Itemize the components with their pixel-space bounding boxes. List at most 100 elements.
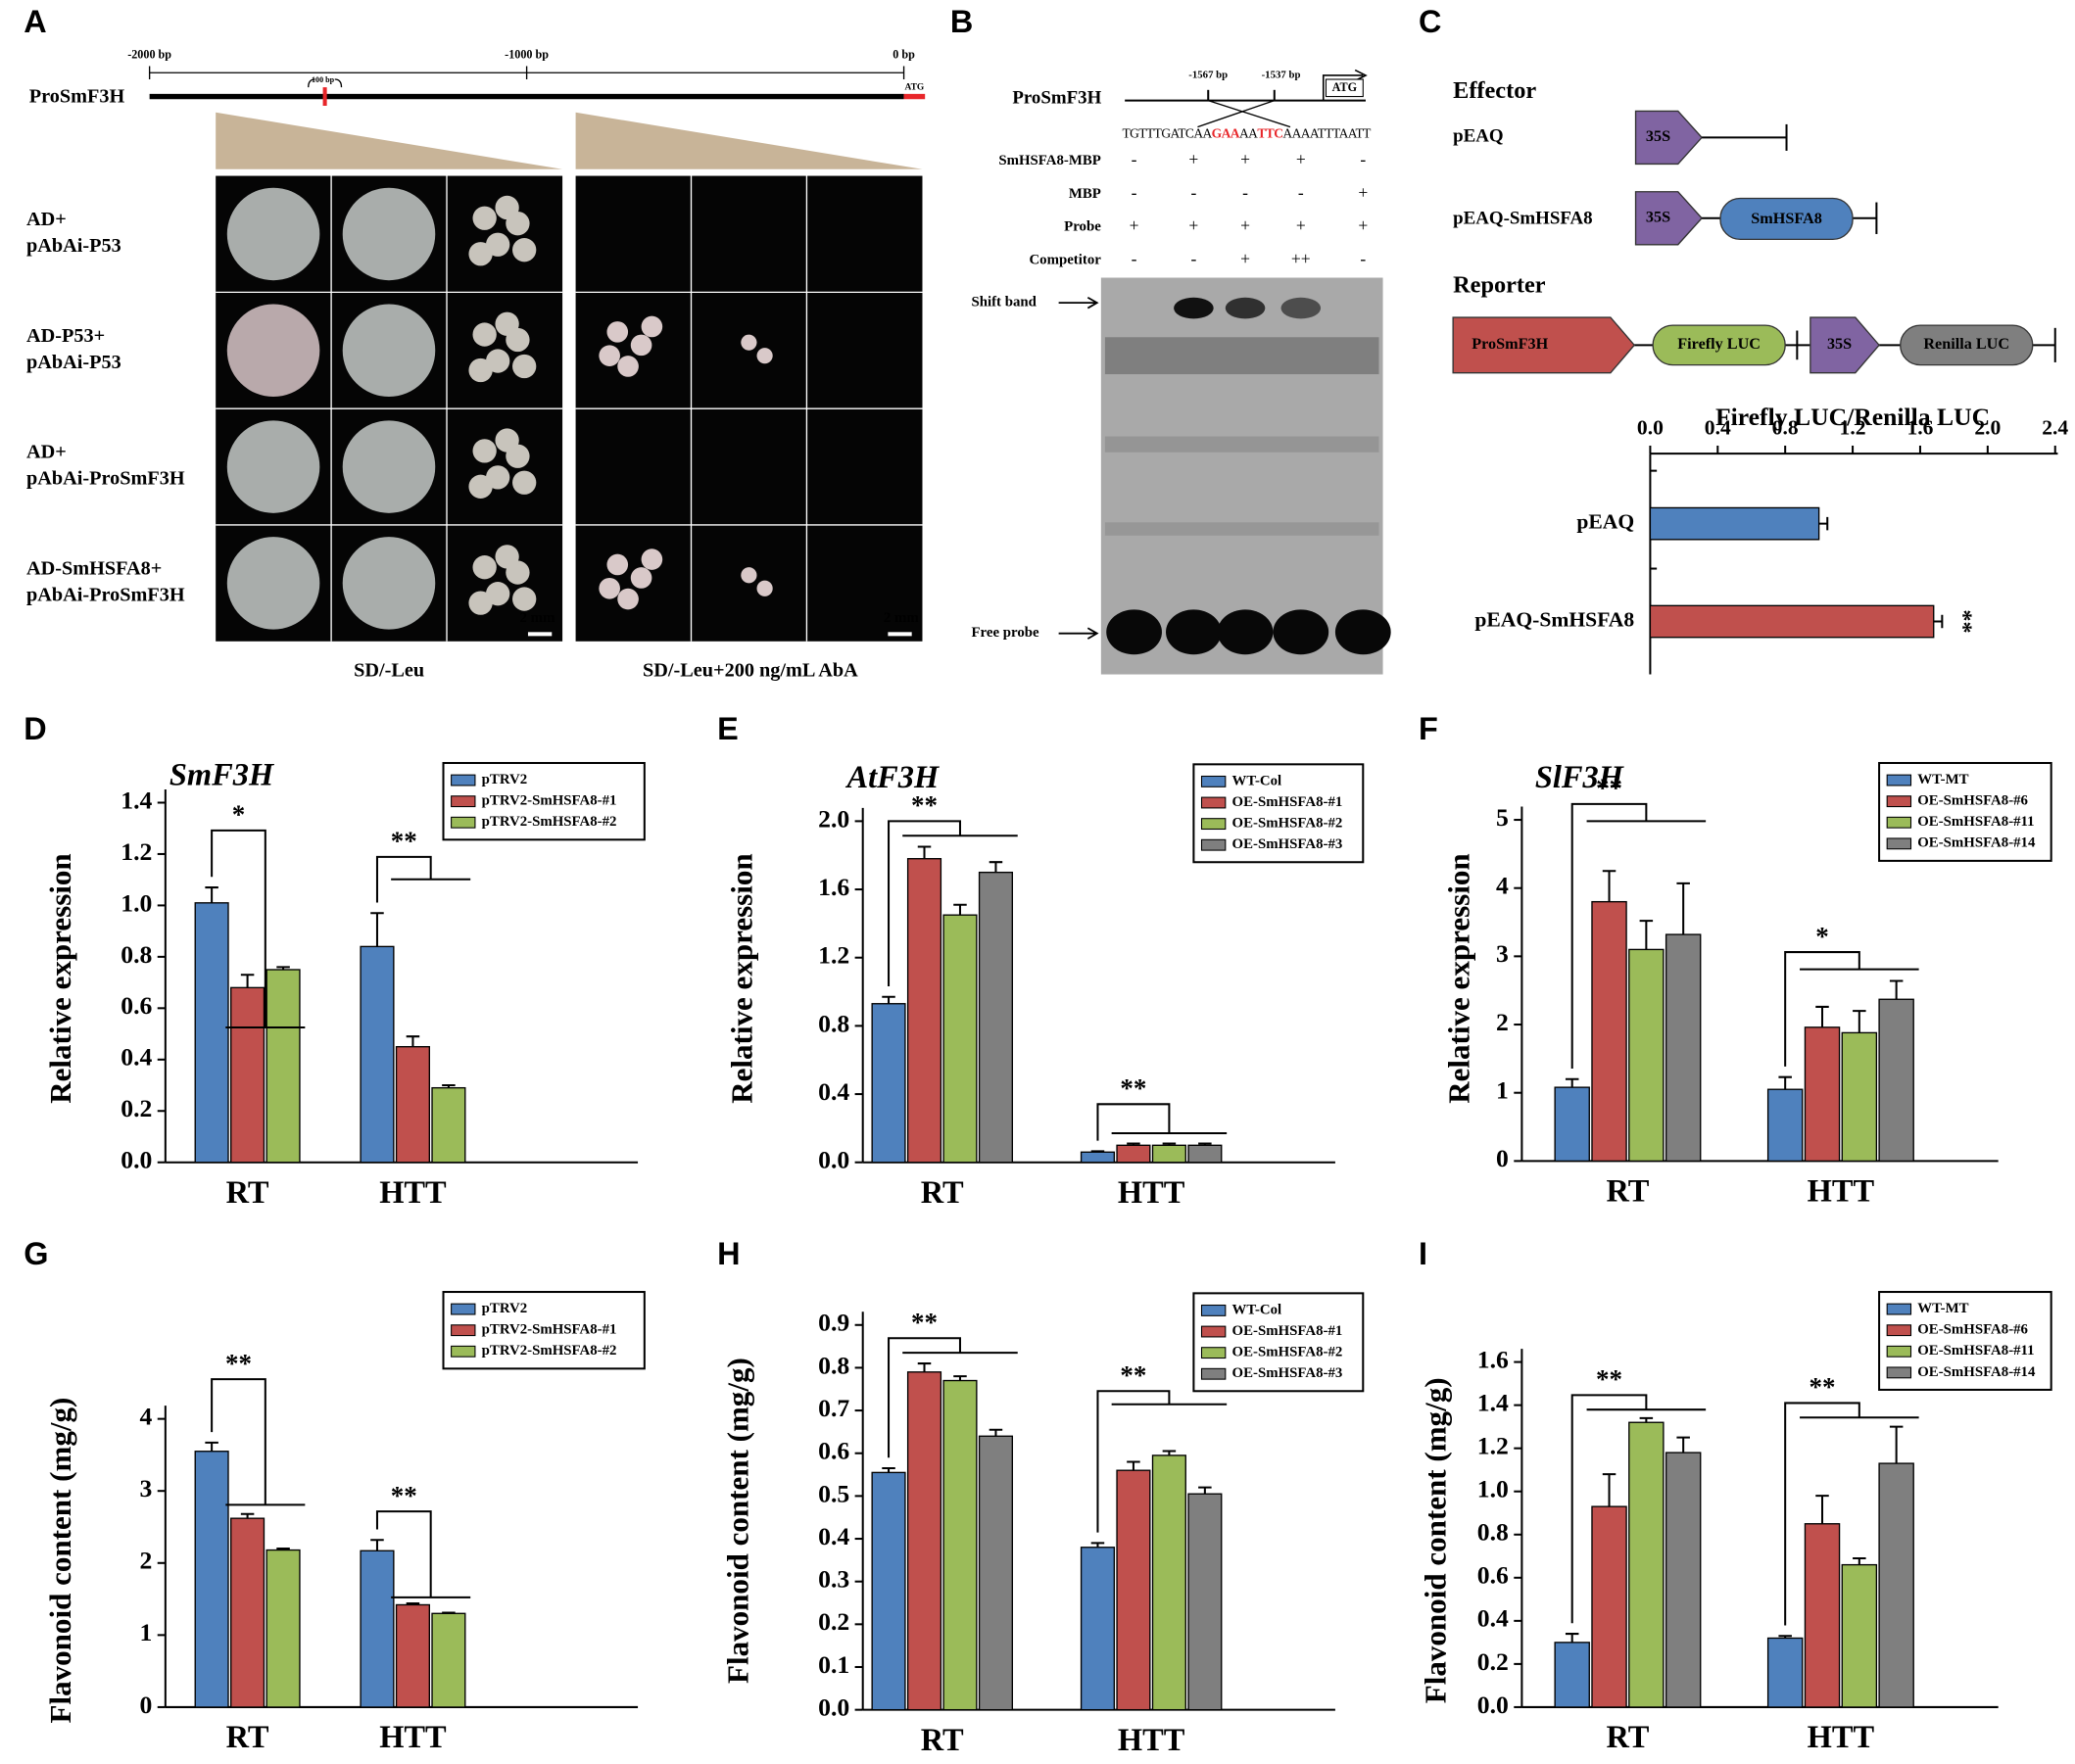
error-bar (1815, 1495, 1829, 1524)
lane-row-label: SmHSFA8-MBP (998, 153, 1100, 168)
promoter-label: ProSmF3H (29, 86, 125, 108)
section-label: Effector (1453, 77, 1536, 104)
x-tick-label: HTT (379, 1175, 447, 1211)
promoter-arrow (1634, 191, 1703, 246)
colony (468, 591, 493, 615)
legend-swatch (1200, 818, 1227, 831)
x-tick-label: RT (1606, 1174, 1649, 1210)
legend-swatch (1200, 1304, 1227, 1316)
scale-label: 0 bp (893, 47, 915, 61)
bar (395, 1603, 430, 1708)
bar (194, 1451, 229, 1708)
legend-label: OE-SmHSFA8-#14 (1917, 1364, 2036, 1380)
lane-mark: - (1360, 150, 1366, 169)
lane-mark: - (1190, 182, 1196, 202)
bar (978, 1435, 1014, 1711)
row-label: AD+ (26, 209, 67, 230)
scale-bar-label: 2 mm (519, 610, 555, 626)
part-label: Renilla LUC (1923, 335, 2009, 353)
bar (906, 1371, 942, 1711)
lane-mark: - (1132, 249, 1137, 268)
error-bar (1815, 1005, 1829, 1027)
scale-label: -1000 bp (505, 47, 549, 61)
bar (1649, 506, 1820, 541)
bar (360, 1549, 395, 1708)
y-tick-label: 1.2 (1477, 1432, 1509, 1460)
bar (1628, 948, 1665, 1163)
significance: ** (1810, 1372, 1836, 1402)
y-tick-label: 0.9 (818, 1309, 849, 1337)
atg-label: ATG (905, 82, 925, 92)
legend-label: OE-SmHSFA8-#3 (1232, 836, 1343, 852)
legend-swatch (1886, 1345, 1912, 1358)
legend-label: WT-MT (1917, 1301, 1968, 1316)
y-tick-label: 1.6 (1477, 1345, 1509, 1373)
significance: ** (1120, 1360, 1146, 1390)
free-probe-band (1334, 609, 1391, 655)
x-tick-label: RT (1606, 1720, 1649, 1755)
bar (978, 871, 1014, 1164)
legend-swatch (1886, 1324, 1912, 1337)
panel-label: G (24, 1236, 48, 1271)
bar (1804, 1523, 1841, 1708)
scale-bar-mark (527, 632, 553, 637)
bar (1878, 1462, 1914, 1708)
sequence-part: GAA (1212, 126, 1240, 141)
x-tick-label: HTT (1118, 1175, 1185, 1211)
y-tick-label: 1.4 (1477, 1389, 1509, 1417)
chart-title: SmF3H (169, 757, 275, 792)
zoom-line (1208, 99, 1291, 128)
chart-title: SlF3H (1535, 760, 1625, 795)
legend-label: WT-MT (1917, 772, 1968, 787)
y-tick-label: 0.0 (1477, 1691, 1509, 1719)
y-tick-label: 0.4 (1477, 1604, 1509, 1633)
significance: ** (1120, 1073, 1146, 1103)
legend-swatch (451, 1324, 476, 1337)
y-tick-label: 4 (1496, 872, 1509, 900)
legend-label: pTRV2 (482, 1301, 528, 1316)
bar (1804, 1026, 1841, 1163)
colony (342, 187, 436, 281)
error-bar (953, 1375, 967, 1381)
error-bar (1602, 1473, 1617, 1507)
y-tick-label: 0.4 (121, 1043, 152, 1072)
scale-label: -2000 bp (127, 47, 171, 61)
promoter-arrow (1810, 316, 1880, 374)
legend-swatch (1200, 796, 1227, 809)
error-bar (882, 1467, 895, 1473)
part-label: 35S (1646, 208, 1670, 225)
colony (599, 345, 620, 366)
sequence-part: TTC (1257, 126, 1283, 141)
significance: ** (1596, 1364, 1622, 1394)
gel-smear (1104, 337, 1379, 375)
panel-label: B (950, 4, 973, 39)
y-axis-title: Flavonoid content (mg/g) (1418, 1377, 1452, 1703)
error-bar (1565, 1633, 1579, 1643)
bar (230, 986, 265, 1164)
legend-label: pTRV2-SmHSFA8-#2 (482, 814, 617, 830)
colony (342, 537, 436, 630)
bar (1628, 1421, 1665, 1708)
legend-swatch (1200, 1347, 1227, 1359)
colony (641, 548, 663, 570)
lane-mark: + (1240, 150, 1250, 169)
error-bar (240, 974, 255, 988)
position-label: -1537 bp (1262, 69, 1301, 80)
gel-smear (1104, 436, 1379, 453)
error-bar (1090, 1542, 1105, 1548)
legend-label: WT-Col (1232, 773, 1282, 788)
error-bar (1778, 1075, 1792, 1090)
legend-label: pTRV2-SmHSFA8-#2 (482, 1343, 617, 1359)
lane-mark: + (1188, 215, 1198, 235)
error-bar (1565, 1077, 1579, 1088)
shift-band (1280, 297, 1322, 319)
shift-band (1174, 297, 1214, 319)
significance-bracket (211, 829, 306, 1029)
gel-smear (1104, 522, 1379, 536)
colony (606, 321, 629, 343)
y-tick-label: 0.0 (818, 1146, 849, 1174)
legend-label: OE-SmHSFA8-#6 (1917, 1322, 2028, 1338)
x-tick-label: 0.0 (1637, 416, 1664, 440)
